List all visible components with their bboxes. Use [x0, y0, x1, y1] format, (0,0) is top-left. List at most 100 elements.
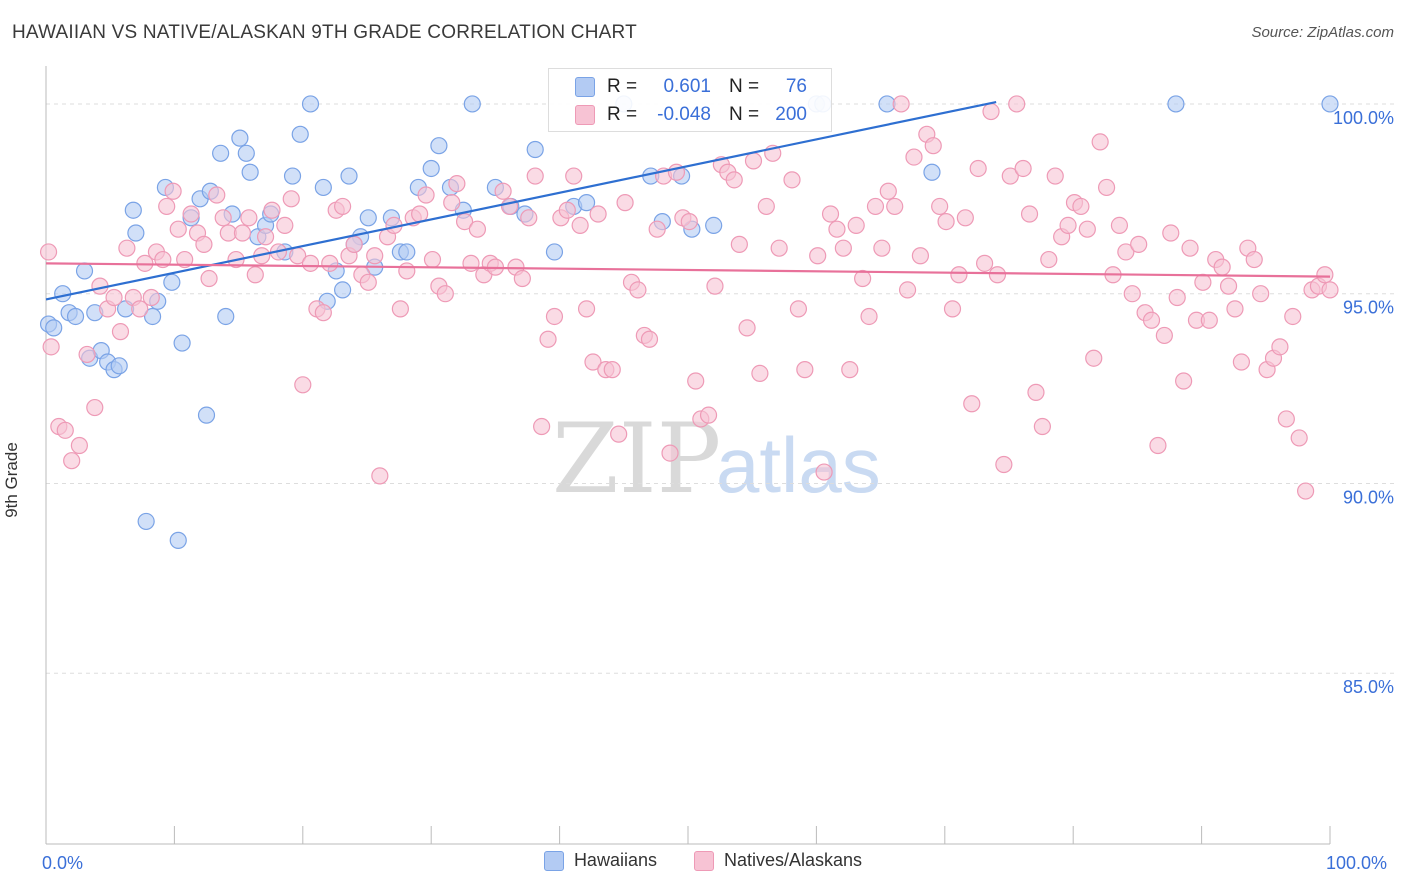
hawaiians-legend-swatch — [543, 850, 564, 871]
natives-point — [1008, 95, 1026, 113]
natives-point — [294, 376, 312, 394]
natives-r-value: -0.048 — [657, 104, 711, 125]
natives-point — [169, 220, 187, 238]
hawaiians-point — [422, 159, 440, 178]
natives-point — [520, 209, 538, 227]
natives-point — [976, 254, 994, 272]
x-tick-label-right: 100.0% — [1326, 853, 1388, 873]
natives-point — [468, 220, 487, 238]
hawaiians-point — [75, 262, 94, 280]
natives-point — [577, 300, 596, 318]
natives-point — [436, 285, 454, 303]
hawaiians-point — [143, 307, 162, 326]
hawaiians-n-value: 76 — [785, 76, 807, 97]
natives-point — [809, 247, 827, 265]
natives-point — [847, 216, 865, 234]
hawaiians-point — [127, 224, 145, 242]
watermark-atlas: atlas — [716, 421, 881, 509]
natives-point — [164, 182, 182, 200]
natives-point — [584, 353, 602, 371]
r-label: R = — [607, 76, 638, 97]
hawaiians-point — [463, 95, 481, 113]
natives-point — [911, 247, 930, 265]
hawaiians-point — [314, 178, 332, 197]
natives-point — [1290, 429, 1308, 447]
natives-point — [233, 224, 252, 242]
natives-point — [214, 209, 232, 227]
hawaiians-point — [291, 125, 309, 143]
natives-point — [256, 228, 275, 246]
natives-point — [680, 213, 698, 231]
natives-point — [1130, 235, 1148, 253]
natives-point — [744, 152, 763, 170]
hawaiians-point — [577, 194, 596, 212]
natives-point — [789, 300, 808, 318]
natives-point — [1232, 353, 1251, 371]
hawaiians-swatch — [575, 77, 595, 97]
natives-trend-line — [45, 262, 1331, 278]
hawaiians-point — [231, 129, 249, 147]
natives-point — [879, 182, 897, 200]
natives-point — [78, 345, 96, 364]
natives-point — [1271, 338, 1289, 356]
legend-item-hawaiians[interactable]: Hawaiians — [543, 850, 657, 871]
hawaiians-point — [359, 209, 377, 227]
natives-point — [345, 235, 363, 253]
y-tick-label: 85.0% — [1343, 677, 1394, 697]
natives-point — [616, 194, 634, 212]
hawaiians-point — [110, 357, 128, 375]
natives-point — [545, 307, 564, 326]
natives-point — [1078, 220, 1096, 238]
natives-point — [56, 421, 74, 439]
natives-point — [892, 95, 910, 113]
natives-point — [1085, 349, 1103, 367]
natives-swatch — [575, 105, 595, 125]
natives-point — [462, 254, 480, 272]
natives-point — [70, 436, 88, 455]
stats-row-natives: R = -0.048 N = 200 — [549, 101, 831, 129]
r-label: R = — [607, 104, 638, 125]
natives-point — [963, 395, 981, 413]
natives-point — [886, 197, 904, 216]
hawaiians-point — [163, 273, 181, 291]
natives-point — [1168, 288, 1186, 307]
natives-point — [1149, 436, 1167, 455]
natives-point — [969, 159, 987, 178]
natives-point — [301, 254, 320, 272]
legend-item-natives[interactable]: Natives/Alaskans — [694, 850, 862, 871]
natives-point — [770, 239, 788, 257]
stats-row-hawaiians: R = 0.601 N = 76 — [549, 73, 831, 101]
natives-point — [142, 288, 160, 307]
natives-point — [1277, 410, 1295, 428]
natives-point — [1097, 178, 1116, 197]
natives-point — [1219, 277, 1238, 295]
hawaiians-point — [526, 140, 544, 159]
natives-point — [1200, 311, 1218, 329]
natives-point — [565, 167, 583, 185]
natives-point — [105, 288, 123, 307]
natives-point — [603, 361, 621, 379]
natives-n-value: 200 — [775, 104, 807, 125]
natives-point — [757, 197, 775, 216]
natives-point — [982, 102, 1000, 121]
natives-point — [1297, 482, 1315, 500]
natives-point — [282, 190, 300, 208]
natives-point — [841, 361, 859, 379]
natives-point — [200, 269, 218, 288]
natives-point — [629, 281, 647, 299]
stats-legend: R = 0.601 N = 76 R = -0.048 N = 200 — [548, 68, 832, 132]
natives-point — [1123, 285, 1141, 303]
x-tick-label-left: 0.0% — [42, 853, 84, 873]
natives-point — [783, 171, 801, 189]
natives-point — [1213, 258, 1231, 276]
natives-point — [443, 194, 461, 212]
natives-point — [63, 452, 81, 470]
hawaiians-point — [137, 512, 155, 531]
natives-point — [334, 197, 352, 216]
natives-point — [1091, 133, 1109, 151]
hawaiians-point — [340, 167, 358, 185]
natives-point — [860, 307, 878, 326]
hawaiians-point — [430, 137, 448, 155]
natives-point — [1245, 250, 1263, 269]
